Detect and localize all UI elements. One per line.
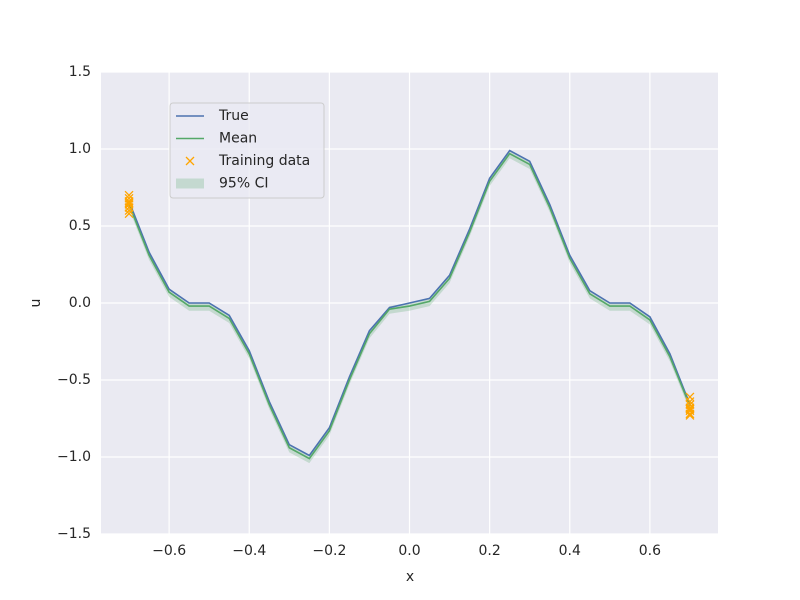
x-tick-label: 0.2 [478, 543, 500, 559]
training-point [685, 409, 695, 419]
legend-label: 95% CI [219, 176, 268, 192]
y-tick-label: −1.0 [57, 449, 91, 465]
y-tick-label: 1.5 [69, 64, 91, 80]
legend-swatch [176, 178, 204, 189]
legend-label: Mean [219, 131, 257, 147]
legend-swatch [185, 156, 195, 166]
line [128, 152, 691, 460]
x-tick-label: 0.6 [639, 543, 661, 559]
x-tick-label: 0.4 [559, 543, 581, 559]
legend-label: Training data [218, 153, 310, 169]
x-tick-label: −0.2 [312, 543, 346, 559]
training-point [685, 410, 695, 420]
y-tick-label: 0.5 [69, 218, 91, 234]
y-tick-label: −1.5 [57, 526, 91, 542]
training-point [124, 206, 134, 216]
x-tick-label: −0.4 [232, 543, 266, 559]
training-point [124, 209, 134, 219]
y-axis-label: u [28, 299, 44, 308]
x-tick-label: −0.6 [152, 543, 186, 559]
x-axis-label: x [406, 569, 414, 585]
line [128, 149, 691, 457]
y-tick-label: 1.0 [69, 141, 91, 157]
x-tick-label: 0.0 [398, 543, 420, 559]
legend-box [169, 102, 325, 199]
y-tick-label: −0.5 [57, 372, 91, 388]
legend-label: True [218, 108, 249, 124]
y-tick-label: 0.0 [69, 295, 91, 311]
